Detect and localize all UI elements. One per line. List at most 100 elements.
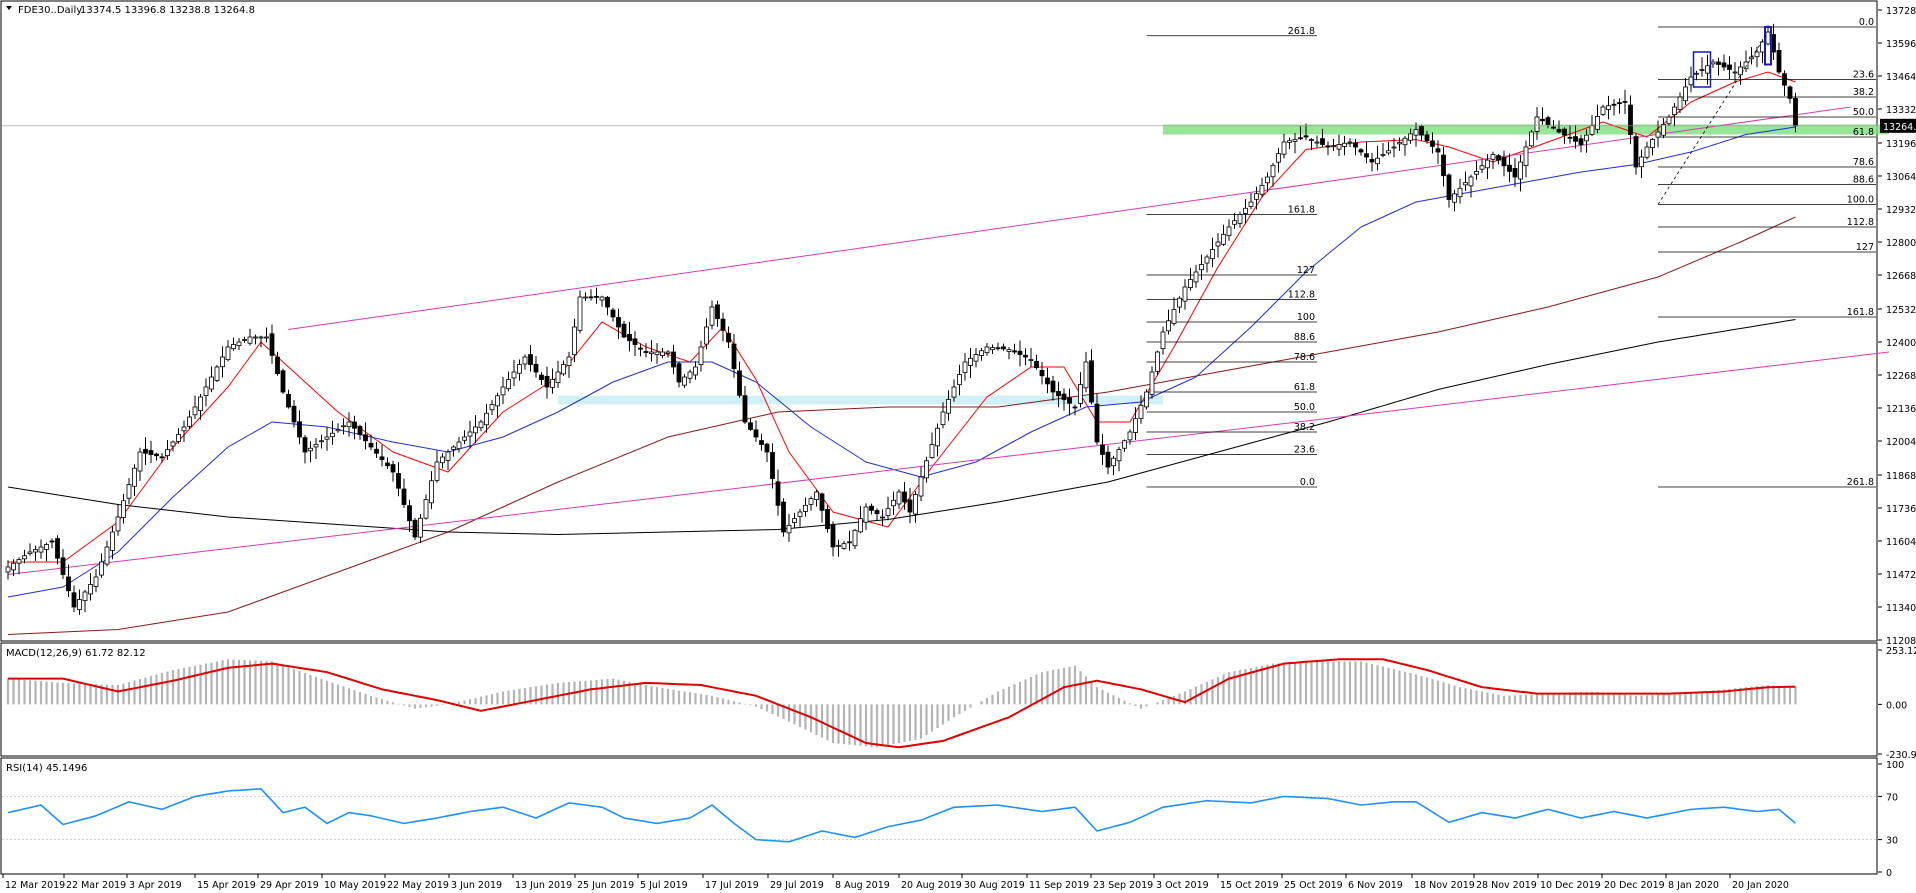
- candle: [1721, 54, 1727, 71]
- price-panel-title: FDE30..Daily: [18, 5, 82, 16]
- candle: [1243, 199, 1248, 224]
- price-tick-label: 13464.0: [1886, 72, 1916, 83]
- lower-trendline[interactable]: [7, 351, 1890, 575]
- candle: [1122, 439, 1127, 452]
- fib-level-label: 161.8: [1288, 205, 1315, 216]
- candle: [33, 545, 38, 561]
- macd-panel[interactable]: 253.12 0.00 -230.98 MACD(12,26,9) 61.72 82…: [0, 642, 1916, 761]
- candle: [1776, 42, 1782, 75]
- time-tick-label: 15 Apr 2019: [197, 880, 256, 891]
- candle: [1463, 171, 1468, 191]
- candle: [720, 312, 726, 342]
- candle: [1287, 137, 1292, 150]
- price-tick-label: 11604.0: [1886, 537, 1916, 548]
- candle: [1281, 133, 1287, 159]
- candle: [1606, 95, 1611, 120]
- candle: [550, 368, 555, 394]
- candle: [841, 540, 847, 550]
- candle: [1160, 326, 1166, 355]
- candle: [1193, 265, 1199, 288]
- candle: [1369, 152, 1375, 172]
- candle: [1567, 125, 1573, 144]
- candle: [242, 336, 247, 343]
- candle: [1628, 95, 1633, 145]
- panel-collapse-icon[interactable]: [6, 6, 12, 10]
- candle: [533, 356, 539, 378]
- candle: [770, 443, 775, 489]
- candle: [935, 423, 940, 457]
- candle: [1512, 158, 1518, 187]
- price-tick-label: 12932.0: [1886, 205, 1916, 216]
- time-tick-label: 20 Jan 2020: [1732, 880, 1789, 891]
- candle: [286, 389, 291, 409]
- price-panel[interactable]: 261.8 161.8 127 112.8 100 88.6 78.6 61.8 50.0 38.…: [0, 0, 1916, 647]
- candle: [1309, 138, 1314, 150]
- time-tick-label: 5 Jul 2019: [640, 880, 688, 891]
- candle: [1353, 138, 1358, 156]
- candle: [715, 300, 720, 327]
- candle: [1380, 142, 1386, 158]
- candle: [1226, 219, 1232, 241]
- price-tick-label: 12532.0: [1886, 305, 1916, 316]
- candle: [16, 557, 22, 575]
- candle: [374, 442, 379, 459]
- candle: [1072, 404, 1078, 416]
- candle: [863, 503, 869, 530]
- candle: [187, 410, 192, 430]
- candle: [1474, 160, 1479, 180]
- candle: [1424, 130, 1430, 144]
- candle: [1182, 279, 1188, 310]
- fib-level-label: 0.0: [1300, 477, 1315, 488]
- candle: [764, 442, 770, 463]
- candle: [1237, 211, 1243, 228]
- candle: [1699, 57, 1705, 77]
- candle: [1078, 372, 1083, 408]
- candle: [319, 434, 324, 449]
- candle: [1457, 178, 1463, 204]
- candle: [610, 307, 616, 322]
- candle: [401, 478, 407, 508]
- fib-level-label: 0.0: [1859, 17, 1874, 28]
- candle: [198, 394, 203, 420]
- candle: [1452, 189, 1457, 212]
- candle: [1534, 107, 1540, 140]
- price-tick-label: 13196.0: [1886, 139, 1916, 150]
- candle: [819, 492, 825, 523]
- highlight-box: [1764, 26, 1772, 66]
- candle: [1694, 70, 1699, 81]
- candle: [346, 412, 352, 437]
- candle: [462, 430, 467, 445]
- price-tick-label: 12268.0: [1886, 371, 1916, 382]
- candle: [1391, 138, 1397, 158]
- fib-level-label: 112.8: [1847, 217, 1874, 228]
- time-tick-label: 25 Oct 2019: [1284, 880, 1343, 891]
- candle: [1171, 297, 1177, 326]
- candle: [264, 327, 269, 343]
- candle: [753, 420, 759, 442]
- candle: [907, 487, 913, 524]
- fib-level-label: 78.6: [1853, 157, 1874, 168]
- upper-trendline[interactable]: [288, 106, 1851, 330]
- candle: [1248, 192, 1254, 210]
- candle: [544, 366, 550, 399]
- candle: [781, 498, 786, 537]
- candle: [1639, 149, 1644, 178]
- candle: [896, 489, 902, 509]
- fib-level-label: 88.6: [1294, 332, 1315, 343]
- candle: [1468, 174, 1474, 198]
- price-tick-label: 13596.0: [1886, 39, 1916, 50]
- time-tick-label: 28 Nov 2019: [1476, 880, 1537, 891]
- candle: [539, 372, 544, 385]
- fib-level-label: 112.8: [1288, 290, 1315, 301]
- candle: [605, 296, 610, 316]
- rsi-panel[interactable]: 100 70 30 0 RSI(14) 45.1496: [0, 757, 1904, 879]
- candle: [126, 478, 132, 505]
- fib-level-label: 161.8: [1847, 307, 1874, 318]
- candle: [1600, 104, 1606, 116]
- rsi-panel-title: RSI(14) 45.1496: [6, 763, 87, 774]
- candle: [1716, 57, 1721, 76]
- candle: [1622, 89, 1628, 115]
- candle: [1650, 138, 1655, 156]
- candle: [82, 589, 88, 613]
